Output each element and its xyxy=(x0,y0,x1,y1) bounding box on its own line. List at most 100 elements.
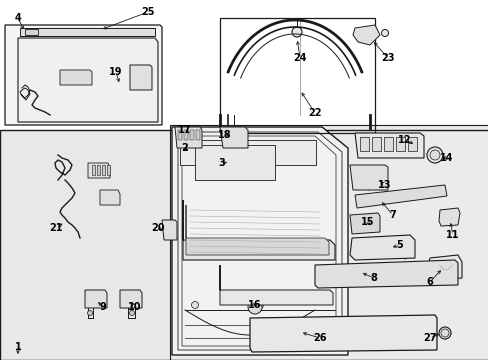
Circle shape xyxy=(82,54,88,60)
Text: 13: 13 xyxy=(378,180,391,190)
Circle shape xyxy=(374,175,380,181)
Polygon shape xyxy=(180,140,315,165)
Bar xyxy=(190,130,194,140)
Text: 3: 3 xyxy=(218,158,225,168)
Circle shape xyxy=(262,330,267,336)
Polygon shape xyxy=(349,213,379,234)
Text: 5: 5 xyxy=(396,240,403,250)
Bar xyxy=(0,130,488,360)
Polygon shape xyxy=(354,185,446,208)
Circle shape xyxy=(336,330,342,336)
Polygon shape xyxy=(130,65,152,90)
Text: 10: 10 xyxy=(128,302,142,312)
Circle shape xyxy=(256,302,263,309)
Circle shape xyxy=(226,171,233,179)
Text: 22: 22 xyxy=(307,108,321,118)
Polygon shape xyxy=(314,260,457,288)
Polygon shape xyxy=(438,208,459,226)
Text: 26: 26 xyxy=(313,333,326,343)
Text: 6: 6 xyxy=(426,277,432,287)
Bar xyxy=(220,18,374,133)
Bar xyxy=(196,130,200,140)
Circle shape xyxy=(411,330,417,336)
Text: 19: 19 xyxy=(109,67,122,77)
Circle shape xyxy=(191,302,198,309)
Bar xyxy=(183,130,187,140)
Polygon shape xyxy=(18,38,158,122)
Polygon shape xyxy=(60,70,92,85)
Circle shape xyxy=(230,140,237,146)
Polygon shape xyxy=(172,127,347,355)
Circle shape xyxy=(291,27,302,37)
Text: 25: 25 xyxy=(141,7,154,17)
Polygon shape xyxy=(220,265,332,305)
Circle shape xyxy=(61,54,69,62)
Circle shape xyxy=(440,329,448,337)
Circle shape xyxy=(191,154,198,162)
Polygon shape xyxy=(100,190,120,205)
Circle shape xyxy=(164,226,173,234)
Bar xyxy=(92,165,95,175)
Circle shape xyxy=(251,327,258,333)
Circle shape xyxy=(27,112,33,118)
Polygon shape xyxy=(185,205,328,255)
Polygon shape xyxy=(349,235,414,260)
Circle shape xyxy=(401,253,407,259)
Text: 23: 23 xyxy=(381,53,394,63)
Circle shape xyxy=(226,154,243,170)
Text: 18: 18 xyxy=(218,130,231,140)
Bar xyxy=(97,165,100,175)
Circle shape xyxy=(247,300,262,314)
Circle shape xyxy=(226,158,235,166)
Polygon shape xyxy=(427,255,461,280)
Circle shape xyxy=(142,112,148,118)
Polygon shape xyxy=(25,29,38,35)
Bar xyxy=(395,137,404,151)
Text: 8: 8 xyxy=(370,273,377,283)
Circle shape xyxy=(296,330,303,336)
Polygon shape xyxy=(120,290,142,308)
Text: 21: 21 xyxy=(49,223,62,233)
Polygon shape xyxy=(0,130,488,360)
Polygon shape xyxy=(162,220,177,240)
Text: 1: 1 xyxy=(15,342,21,352)
Bar xyxy=(371,137,380,151)
Bar xyxy=(383,137,392,151)
Bar xyxy=(407,137,416,151)
Text: 11: 11 xyxy=(446,230,459,240)
Circle shape xyxy=(27,42,33,48)
Bar xyxy=(178,130,182,140)
Text: 16: 16 xyxy=(248,300,261,310)
Circle shape xyxy=(71,51,79,59)
Text: 4: 4 xyxy=(15,13,21,23)
Polygon shape xyxy=(349,165,387,190)
Polygon shape xyxy=(85,290,107,308)
Polygon shape xyxy=(249,315,436,352)
Text: 2: 2 xyxy=(181,143,188,153)
Polygon shape xyxy=(220,127,247,148)
Polygon shape xyxy=(352,25,379,45)
Polygon shape xyxy=(354,133,423,158)
Text: 24: 24 xyxy=(293,53,306,63)
Circle shape xyxy=(429,150,439,160)
Circle shape xyxy=(438,327,450,339)
Bar xyxy=(170,125,488,360)
Text: 9: 9 xyxy=(100,302,106,312)
Circle shape xyxy=(376,330,382,336)
Text: 12: 12 xyxy=(397,135,411,145)
Bar xyxy=(359,137,368,151)
Circle shape xyxy=(230,132,237,138)
Polygon shape xyxy=(20,28,155,36)
Circle shape xyxy=(356,175,362,181)
Text: 20: 20 xyxy=(151,223,164,233)
Circle shape xyxy=(129,310,134,315)
Circle shape xyxy=(301,154,308,162)
Text: 17: 17 xyxy=(178,125,191,135)
Polygon shape xyxy=(183,200,334,260)
Text: 7: 7 xyxy=(389,210,396,220)
Circle shape xyxy=(426,147,442,163)
Polygon shape xyxy=(175,127,202,148)
Circle shape xyxy=(256,162,263,168)
Text: 27: 27 xyxy=(423,333,436,343)
Circle shape xyxy=(142,42,148,48)
